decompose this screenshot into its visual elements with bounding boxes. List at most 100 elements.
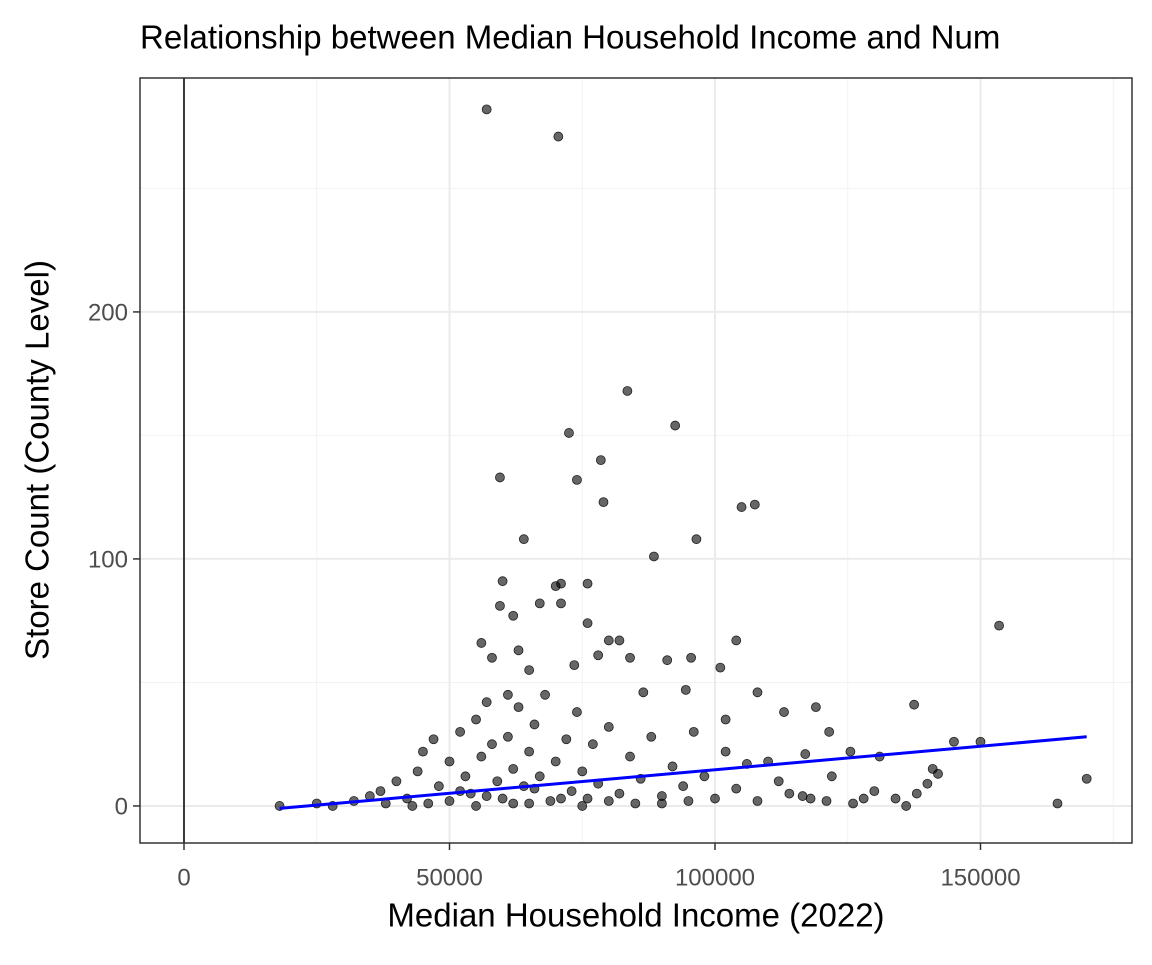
point: [810, 702, 821, 713]
point: [922, 778, 933, 789]
point: [691, 534, 702, 545]
point: [890, 793, 901, 804]
point: [471, 714, 481, 725]
point: [858, 793, 869, 804]
point: [444, 796, 455, 806]
point: [715, 662, 726, 673]
point: [826, 771, 837, 782]
x-tick-label: 150000: [940, 864, 1020, 891]
point: [736, 502, 747, 512]
point: [1052, 798, 1063, 809]
point: [784, 788, 795, 799]
point: [481, 104, 492, 115]
point: [773, 776, 784, 787]
point: [572, 474, 582, 485]
point: [524, 665, 535, 675]
point: [577, 766, 588, 777]
y-tick-label: 200: [88, 299, 128, 326]
point: [582, 618, 593, 629]
point: [455, 726, 466, 737]
point: [556, 598, 566, 609]
point: [614, 635, 625, 646]
point: [518, 534, 529, 545]
point: [556, 793, 566, 804]
point: [845, 746, 856, 757]
point: [534, 771, 545, 782]
point: [513, 645, 524, 656]
chart-title: Relationship between Median Household In…: [140, 19, 1000, 56]
point: [569, 660, 580, 671]
point: [625, 751, 635, 762]
point: [566, 786, 577, 797]
point: [553, 131, 564, 142]
point: [508, 610, 519, 621]
point: [848, 798, 858, 809]
trend-line: [279, 735, 1087, 810]
point: [598, 497, 609, 508]
point: [800, 749, 811, 759]
point: [603, 635, 614, 646]
point: [994, 620, 1004, 631]
point: [656, 798, 667, 809]
point: [572, 707, 582, 717]
point: [497, 793, 508, 804]
point: [662, 655, 673, 666]
point: [375, 786, 386, 797]
point: [508, 763, 519, 774]
y-axis-title: Store Count (County Level): [19, 260, 56, 660]
point: [391, 776, 402, 787]
point: [540, 689, 550, 700]
point: [752, 796, 763, 806]
point: [688, 726, 699, 737]
point: [901, 801, 912, 811]
point: [587, 739, 598, 750]
point: [720, 714, 731, 725]
point: [824, 726, 835, 737]
point: [582, 578, 593, 589]
plot-border: [139, 77, 1133, 844]
point: [869, 786, 880, 797]
point: [550, 581, 561, 592]
point: [481, 697, 492, 708]
point: [680, 684, 691, 695]
point: [1081, 773, 1092, 784]
point: [476, 638, 487, 648]
point: [564, 428, 574, 438]
point: [622, 386, 633, 396]
point: [503, 731, 513, 742]
point: [428, 734, 439, 745]
point: [646, 731, 657, 742]
point: [476, 751, 487, 762]
point: [678, 781, 689, 792]
point: [731, 783, 742, 794]
point: [638, 687, 649, 698]
point: [649, 551, 659, 562]
x-tick-label: 50000: [416, 864, 483, 891]
x-tick-label: 100000: [675, 864, 755, 891]
x-axis-title: Median Household Income (2022): [387, 897, 884, 934]
y-tick-label: 100: [88, 546, 128, 573]
point: [614, 788, 625, 799]
point: [433, 781, 444, 792]
point: [720, 746, 731, 757]
point: [752, 687, 763, 698]
point: [407, 801, 418, 811]
point: [667, 761, 678, 772]
point: [779, 707, 789, 717]
point: [503, 689, 513, 700]
point: [593, 650, 604, 661]
point: [545, 796, 556, 806]
point: [534, 598, 545, 609]
points: [274, 104, 1092, 811]
point: [487, 739, 497, 750]
point: [495, 600, 505, 611]
point: [805, 793, 816, 804]
x-tick-label: 0: [177, 864, 190, 891]
point: [495, 472, 505, 483]
point: [670, 420, 681, 431]
point: [412, 766, 423, 777]
point: [487, 652, 497, 663]
point: [603, 722, 614, 732]
